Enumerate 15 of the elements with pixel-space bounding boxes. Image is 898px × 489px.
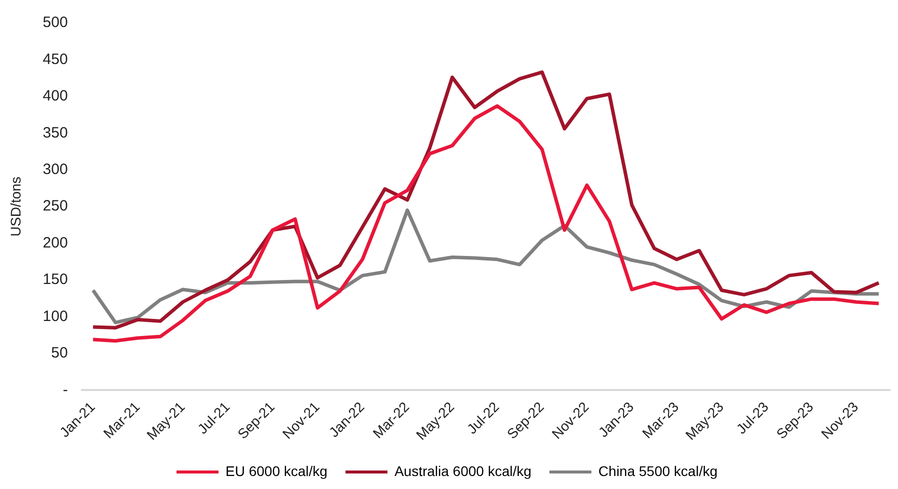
legend-label: China 5500 kcal/kg: [598, 462, 718, 479]
y-tick-label: 500: [42, 14, 68, 32]
legend-label: Australia 6000 kcal/kg: [394, 462, 532, 479]
y-tick-label: 50: [51, 344, 68, 362]
y-tick-label: 250: [42, 198, 68, 215]
y-axis-title: USD/tons: [7, 176, 24, 237]
y-tick-label: 400: [42, 88, 68, 105]
y-tick-label: 450: [42, 50, 68, 68]
y-tick-label: -: [62, 381, 68, 398]
y-tick-label: 200: [42, 234, 68, 252]
y-tick-label: 350: [42, 124, 68, 142]
y-tick-label: 150: [42, 271, 68, 288]
legend-label: EU 6000 kcal/kg: [226, 462, 328, 479]
y-tick-label: 100: [42, 308, 68, 325]
y-tick-label: 300: [42, 160, 68, 178]
